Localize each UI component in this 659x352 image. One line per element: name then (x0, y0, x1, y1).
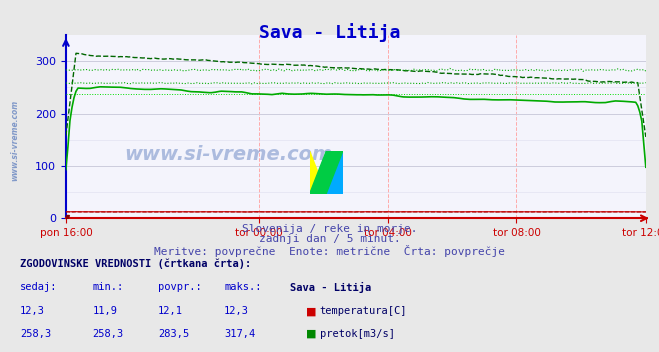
Text: sedaj:: sedaj: (20, 282, 57, 291)
Text: 11,9: 11,9 (92, 306, 117, 316)
Text: Meritve: povprečne  Enote: metrične  Črta: povprečje: Meritve: povprečne Enote: metrične Črta:… (154, 245, 505, 257)
Text: maks.:: maks.: (224, 282, 262, 291)
Text: 258,3: 258,3 (92, 329, 123, 339)
Text: www.si-vreme.com: www.si-vreme.com (124, 145, 332, 164)
Text: 317,4: 317,4 (224, 329, 255, 339)
Text: ■: ■ (306, 306, 317, 316)
Text: 283,5: 283,5 (158, 329, 189, 339)
Text: zadnji dan / 5 minut.: zadnji dan / 5 minut. (258, 234, 401, 244)
Text: 12,1: 12,1 (158, 306, 183, 316)
Text: 258,3: 258,3 (20, 329, 51, 339)
Text: temperatura[C]: temperatura[C] (320, 306, 407, 316)
Polygon shape (326, 151, 343, 194)
Text: Slovenija / reke in morje.: Slovenija / reke in morje. (242, 224, 417, 233)
Polygon shape (310, 151, 343, 194)
Text: min.:: min.: (92, 282, 123, 291)
Text: povpr.:: povpr.: (158, 282, 202, 291)
Text: Sava - Litija: Sava - Litija (259, 23, 400, 42)
Text: Sava - Litija: Sava - Litija (290, 282, 371, 293)
Text: pretok[m3/s]: pretok[m3/s] (320, 329, 395, 339)
Polygon shape (310, 151, 326, 194)
Text: ZGODOVINSKE VREDNOSTI (črtkana črta):: ZGODOVINSKE VREDNOSTI (črtkana črta): (20, 259, 251, 269)
Text: 12,3: 12,3 (224, 306, 249, 316)
Text: 12,3: 12,3 (20, 306, 45, 316)
Text: ■: ■ (306, 329, 317, 339)
Text: www.si-vreme.com: www.si-vreme.com (10, 100, 19, 181)
